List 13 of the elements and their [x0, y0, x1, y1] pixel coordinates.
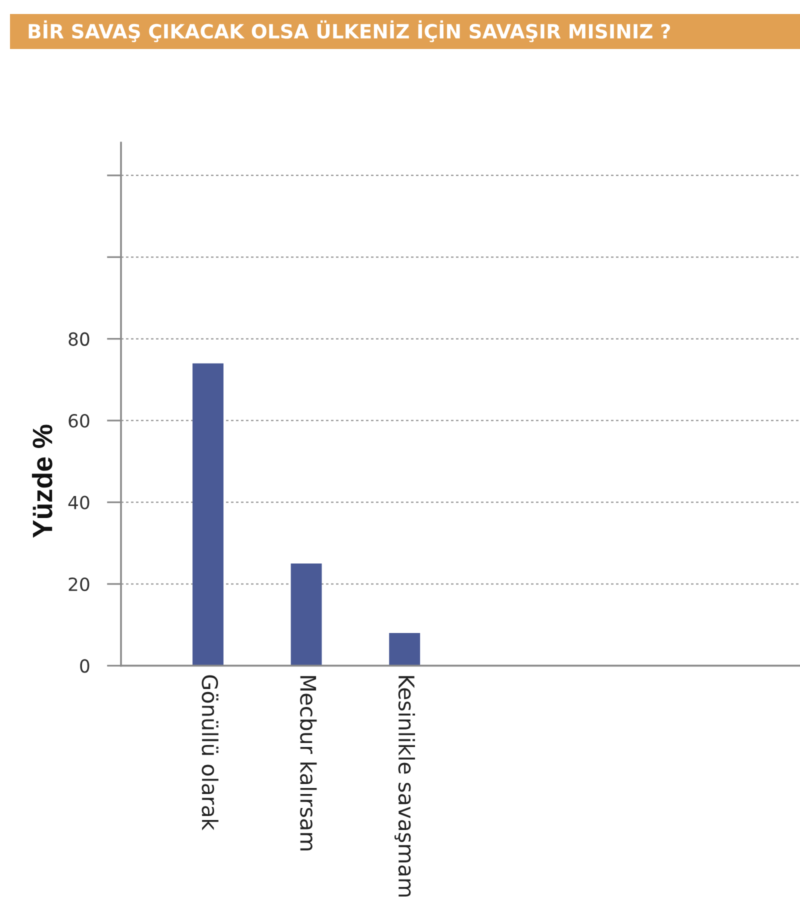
y-tick-label: 0: [80, 659, 90, 673]
x-tick-label: Mecbur kalırsam: [300, 676, 317, 850]
y-tick-label: 80: [68, 332, 90, 346]
x-tick-label: Gönüllü olarak: [202, 675, 218, 830]
x-tick-label: Kesinlikle savaşmam: [394, 676, 416, 897]
bar: [192, 363, 224, 666]
y-tick-label: 60: [68, 414, 90, 428]
bar: [290, 564, 322, 666]
bar: [389, 633, 420, 666]
y-axis-title: Yüzde %: [32, 424, 52, 538]
chart-title: BİR SAVAŞ ÇIKACAK OLSA ÜLKENİZ İÇİN SAVAŞIR MISINIZ ?: [28, 20, 670, 42]
y-tick-label: 40: [68, 496, 90, 510]
y-tick-label: 20: [68, 577, 90, 592]
